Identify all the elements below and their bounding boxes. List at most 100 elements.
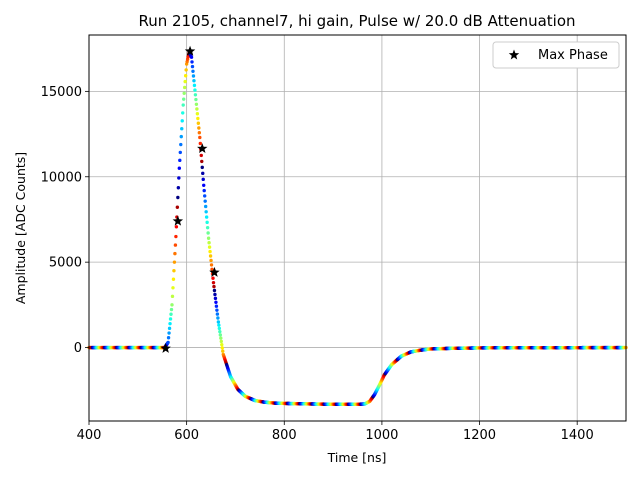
y-axis: 0 5000 10000 15000 [41,85,89,356]
waveform-point [198,141,203,146]
waveform-point [169,312,173,316]
waveform-point [173,251,177,256]
waveform-point [212,288,217,293]
waveform-point [169,307,174,312]
max-phase-marker [209,266,220,277]
waveform-point [190,64,195,69]
waveform-point [171,286,175,290]
waveform-point [195,112,200,116]
waveform-point [208,249,212,254]
waveform-point [210,267,214,272]
waveform-point [184,68,188,72]
y-tick-label: 0 [74,341,82,356]
max-phase-marker [172,215,184,226]
y-axis-label: Amplitude [ADC Counts] [13,152,28,304]
y-tick-label: 10000 [41,170,82,185]
legend-label-max-phase: Max Phase [538,48,608,63]
waveform-point [167,331,171,335]
waveform-point [192,83,197,88]
x-tick-label: 600 [174,428,199,443]
waveform-point [182,97,186,101]
waveform-point [176,186,181,190]
waveform-point [209,258,213,263]
waveform-point [183,74,188,78]
waveform-point [198,135,202,140]
waveform-point [167,326,172,331]
waveform-point [214,300,218,304]
waveform-point [217,326,222,331]
waveform-point [203,204,208,209]
waveform-point [207,240,211,245]
waveform-point [179,134,183,139]
waveform-point [215,308,219,312]
max-phase-marker [197,143,208,154]
waveform-point [205,220,209,225]
waveform-point [175,205,180,209]
waveform-point [199,153,203,158]
waveform-point [179,142,183,147]
waveform-point [177,166,182,170]
waveform-point [174,225,179,229]
waveform-point [170,303,174,307]
waveform-point [189,55,194,59]
waveform-point [219,339,223,344]
waveform-point [192,78,196,83]
waveform-point [206,231,210,235]
waveform-point [197,131,202,135]
waveform-point [221,349,225,353]
legend-star-marker [508,49,520,60]
waveform-point [218,333,223,337]
waveform-point [168,321,172,326]
waveform-point [204,215,209,219]
waveform-point [215,312,220,316]
waveform-point [220,342,224,347]
waveform-point [180,127,184,131]
plot-frame [88,34,627,422]
waveform-point [178,158,182,163]
waveform-point [206,236,211,240]
max-phase-marker [184,45,196,56]
waveform-point [214,304,219,308]
waveform-point [213,296,218,301]
waveform-point [211,276,215,280]
waveform-point [202,188,206,193]
waveform-point [170,294,175,299]
waveform-point [178,150,182,155]
waveform-point [201,171,205,176]
waveform-point [202,183,206,187]
waveform-point [172,269,176,273]
chart-title: Run 2105, channel7, hi gain, Pulse w/ 20… [138,12,575,30]
waveform-point [171,277,176,281]
waveform-point [203,199,207,203]
legend: Max Phase [492,41,620,69]
waveform-point [166,340,170,345]
waveform-point [217,323,221,327]
waveform-point [194,97,198,102]
waveform-point [177,176,181,180]
waveform-point [173,243,178,247]
max-phase-marker [160,342,171,353]
waveform-point [201,177,205,182]
waveform-point [204,210,208,214]
waveform-point [176,195,180,200]
waveform-point [181,103,185,107]
waveform-point [174,234,178,239]
waveform-point [183,79,187,84]
waveform-point [191,69,195,73]
waveform-point [207,245,212,249]
waveform-point [216,316,220,320]
waveform-point [194,102,199,106]
waveform-point [219,336,223,340]
waveform-point [205,225,210,230]
y-tick-label: 5000 [49,256,82,271]
waveform-series [87,50,628,406]
waveform-point [213,292,217,297]
x-axis: 400 600 800 1000 1200 1400 [77,421,594,443]
waveform-point [220,346,224,350]
waveform-point [209,263,214,267]
waveform-point [208,254,213,258]
waveform-point [181,111,185,115]
waveform-point [195,107,199,111]
waveform-point [218,329,222,334]
